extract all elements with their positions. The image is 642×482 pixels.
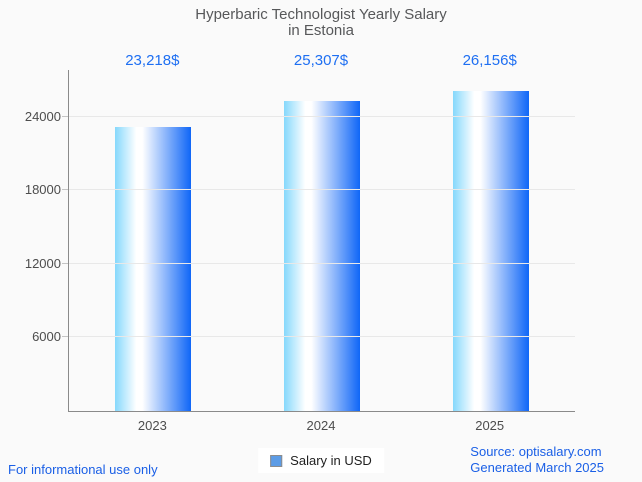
y-axis-labels: 6000 12000 18000 24000: [0, 70, 61, 411]
gridline: [69, 116, 575, 117]
y-axis-tick-label: 18000: [24, 182, 61, 197]
y-axis-tick: [62, 263, 68, 264]
x-axis-tick-label: 2025: [475, 418, 505, 433]
chart-title-line2: in Estonia: [288, 22, 354, 39]
bar-band: [69, 70, 238, 411]
bar-value-label: 23,218$: [125, 52, 180, 69]
x-axis-tick-label: 2023: [137, 418, 167, 433]
legend-label: Salary in USD: [290, 453, 372, 468]
y-axis-tick-label: 24000: [24, 109, 61, 124]
disclaimer-text: For informational use only: [8, 462, 158, 477]
salary-bar[interactable]: [452, 91, 529, 411]
bar-band: [238, 70, 407, 411]
x-axis-labels: 2023 2024 2025: [68, 418, 574, 433]
bar-value-label: 26,156$: [462, 52, 517, 69]
salary-bar[interactable]: [284, 101, 360, 411]
y-axis-tick-label: 12000: [24, 256, 61, 271]
source-link[interactable]: Source: optisalary.com: [470, 444, 602, 459]
bar-value-label: 25,307$: [293, 52, 349, 69]
bar-value-labels: 23,218$ 25,307$ 26,156$: [68, 52, 574, 69]
bars-container: [69, 70, 575, 411]
legend: Salary in USD: [258, 448, 384, 473]
bar-band: [406, 70, 575, 411]
generated-date: Generated March 2025: [470, 460, 604, 475]
x-axis-tick-label: 2024: [306, 418, 336, 433]
gridline: [69, 263, 575, 264]
chart-title-line1: Hyperbaric Technologist Yearly Salary: [195, 6, 447, 23]
gridline: [69, 336, 575, 337]
y-axis-tick-label: 6000: [32, 329, 61, 344]
source-block: Source: optisalary.com Generated March 2…: [470, 444, 604, 476]
chart-title: Hyperbaric Technologist Yearly Salary in…: [0, 7, 642, 39]
salary-bar[interactable]: [115, 127, 192, 411]
y-axis-tick: [62, 189, 68, 190]
plot-area: [62, 70, 575, 412]
y-axis-tick: [62, 336, 68, 337]
y-axis-tick: [62, 116, 68, 117]
legend-marker-icon: [270, 454, 283, 467]
gridline: [69, 189, 575, 190]
